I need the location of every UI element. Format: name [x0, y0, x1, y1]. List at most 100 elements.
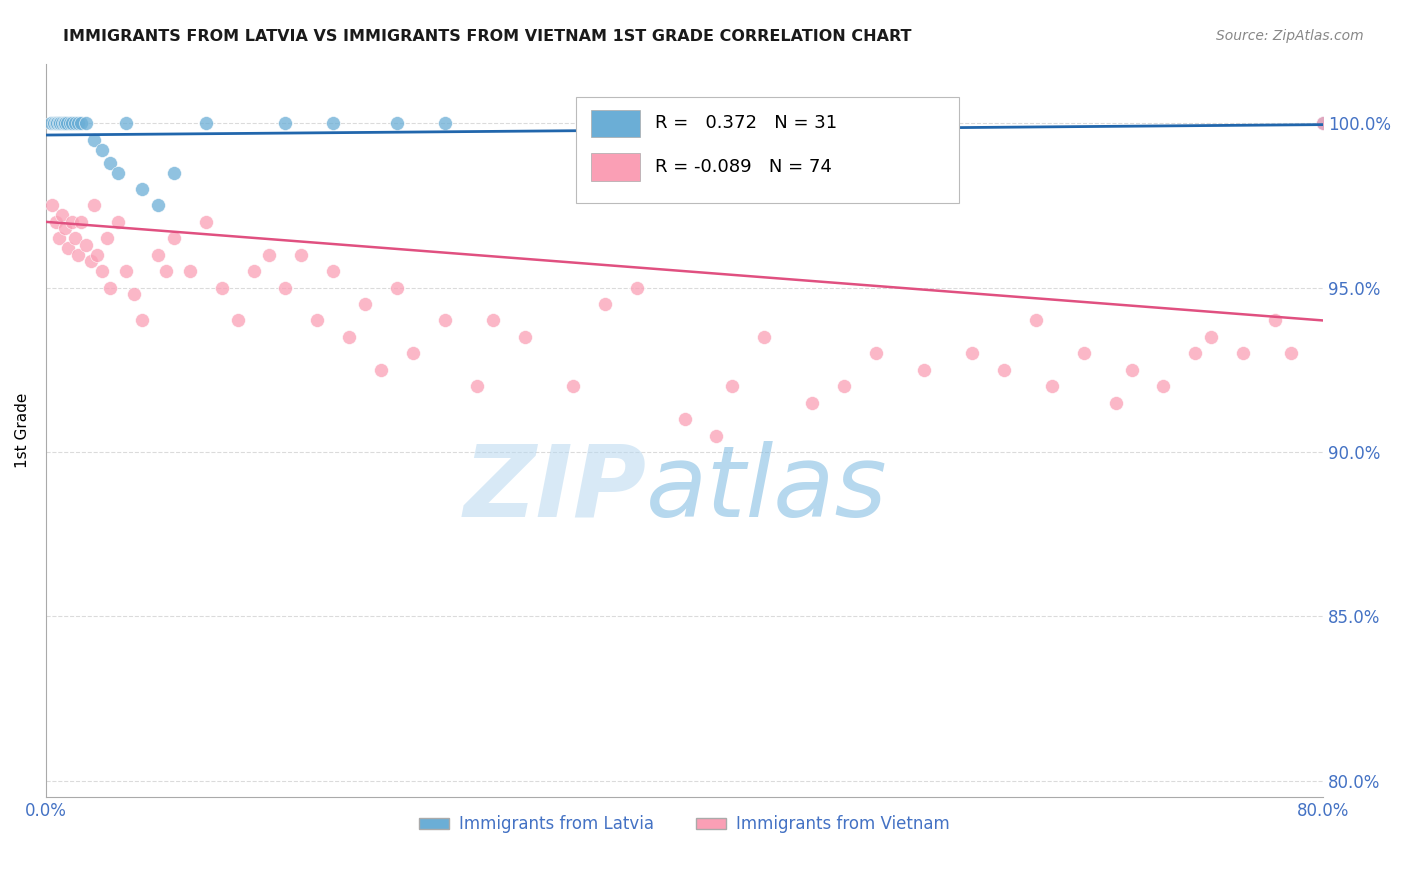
Point: [1232, 346, 1254, 360]
Point: [706, 428, 728, 442]
Point: [832, 379, 855, 393]
Point: [1392, 379, 1406, 393]
Point: [163, 231, 186, 245]
Point: [70, 215, 93, 229]
Point: [122, 287, 145, 301]
Point: [114, 116, 136, 130]
Point: [59, 116, 82, 130]
Point: [90, 143, 112, 157]
Point: [211, 280, 233, 294]
Point: [194, 215, 217, 229]
Point: [41, 198, 63, 212]
Point: [66, 116, 89, 130]
Point: [482, 313, 505, 327]
Point: [1264, 313, 1286, 327]
Point: [322, 264, 344, 278]
Point: [1121, 363, 1143, 377]
Point: [801, 395, 824, 409]
Point: [45, 215, 67, 229]
Text: atlas: atlas: [647, 441, 887, 538]
Point: [242, 264, 264, 278]
Text: ZIP: ZIP: [463, 441, 647, 538]
Point: [307, 313, 329, 327]
Point: [385, 280, 408, 294]
Point: [593, 297, 616, 311]
Point: [1073, 346, 1095, 360]
Point: [155, 264, 177, 278]
Point: [63, 231, 86, 245]
Point: [90, 264, 112, 278]
Point: [146, 198, 169, 212]
Text: Source: ZipAtlas.com: Source: ZipAtlas.com: [1216, 29, 1364, 43]
Point: [96, 231, 118, 245]
Point: [434, 313, 457, 327]
Point: [49, 116, 72, 130]
Text: R =   0.372   N = 31: R = 0.372 N = 31: [655, 114, 838, 132]
Point: [53, 221, 76, 235]
Point: [1279, 346, 1302, 360]
Point: [55, 116, 77, 130]
Point: [1312, 116, 1334, 130]
Point: [865, 346, 887, 360]
Point: [1184, 346, 1206, 360]
Point: [60, 215, 83, 229]
Point: [146, 248, 169, 262]
Point: [75, 238, 97, 252]
Text: R = -0.089   N = 74: R = -0.089 N = 74: [655, 159, 832, 177]
Point: [60, 116, 83, 130]
Point: [58, 241, 80, 255]
Point: [48, 231, 70, 245]
Point: [673, 412, 696, 426]
Point: [46, 116, 69, 130]
FancyBboxPatch shape: [576, 97, 959, 203]
Point: [194, 116, 217, 130]
Point: [1025, 313, 1047, 327]
Point: [48, 116, 70, 130]
Point: [402, 346, 425, 360]
Point: [322, 116, 344, 130]
Point: [66, 248, 89, 262]
Point: [83, 198, 105, 212]
Point: [45, 116, 67, 130]
Point: [561, 379, 583, 393]
Point: [79, 254, 101, 268]
Point: [274, 116, 297, 130]
Point: [370, 363, 392, 377]
Point: [513, 330, 536, 344]
Point: [226, 313, 249, 327]
Point: [290, 248, 312, 262]
Point: [1153, 379, 1175, 393]
Point: [131, 313, 153, 327]
Point: [179, 264, 201, 278]
Point: [131, 182, 153, 196]
Point: [107, 215, 129, 229]
Point: [385, 116, 408, 130]
Point: [163, 165, 186, 179]
Point: [465, 379, 488, 393]
Point: [70, 116, 93, 130]
Text: IMMIGRANTS FROM LATVIA VS IMMIGRANTS FROM VIETNAM 1ST GRADE CORRELATION CHART: IMMIGRANTS FROM LATVIA VS IMMIGRANTS FRO…: [63, 29, 911, 44]
Point: [274, 280, 297, 294]
Point: [1312, 116, 1334, 130]
Point: [51, 116, 73, 130]
Point: [721, 379, 744, 393]
Point: [754, 330, 776, 344]
Point: [1040, 379, 1063, 393]
Point: [337, 330, 360, 344]
Point: [259, 248, 281, 262]
Point: [114, 264, 136, 278]
Point: [39, 116, 62, 130]
Point: [51, 208, 73, 222]
Point: [912, 363, 935, 377]
Point: [107, 165, 129, 179]
Point: [98, 155, 121, 169]
Point: [1201, 330, 1223, 344]
Point: [42, 116, 65, 130]
Point: [354, 297, 377, 311]
Point: [83, 133, 105, 147]
Point: [960, 346, 983, 360]
FancyBboxPatch shape: [592, 110, 640, 137]
Point: [75, 116, 97, 130]
Point: [1104, 395, 1126, 409]
Point: [52, 116, 75, 130]
